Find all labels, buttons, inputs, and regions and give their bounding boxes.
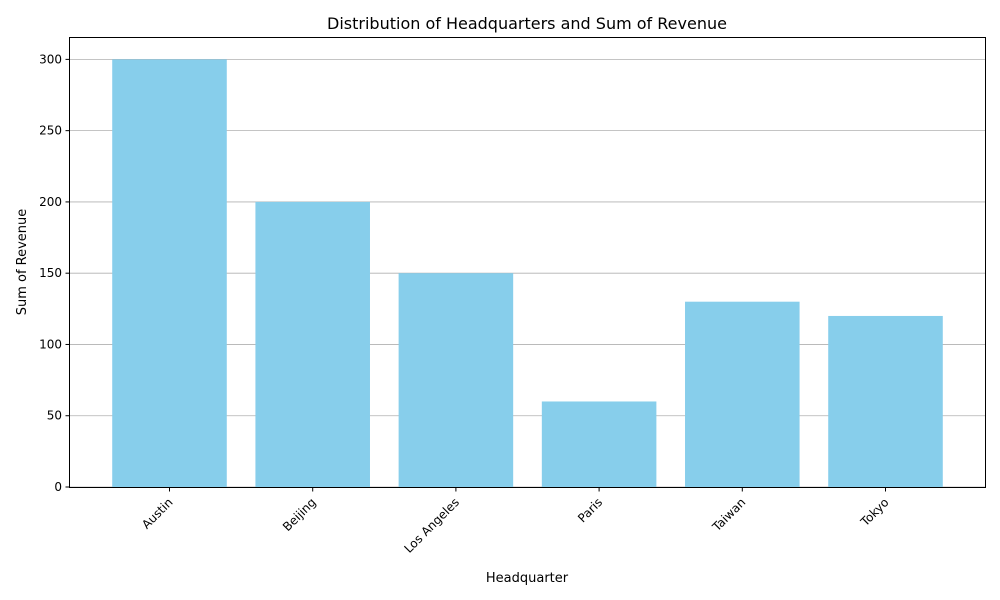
- bar-paris: [541, 401, 657, 487]
- bar-los-angeles: [398, 273, 514, 487]
- y-tick-label: 100: [39, 337, 62, 351]
- x-tick-label: Paris: [575, 495, 605, 525]
- bars: [112, 59, 943, 487]
- y-tick-label: 300: [39, 52, 62, 66]
- y-tick-label: 200: [39, 195, 62, 209]
- x-tick-label: Beijing: [280, 495, 319, 534]
- bar-austin: [112, 59, 227, 487]
- x-tick-label: Los Angeles: [401, 495, 462, 556]
- plot-frame: [69, 37, 986, 488]
- chart-title: Distribution of Headquarters and Sum of …: [327, 14, 727, 33]
- y-axis-label: Sum of Revenue: [15, 209, 30, 316]
- x-tick-label: Taiwan: [709, 495, 748, 534]
- bar-tokyo: [828, 315, 943, 487]
- bar-beijing: [255, 201, 370, 487]
- x-axis-label: Headquarter: [486, 571, 569, 586]
- x-tick-label: Austin: [139, 495, 176, 532]
- y-tick-label: 150: [39, 266, 62, 280]
- y-tick-label: 250: [39, 124, 62, 138]
- bar-taiwan: [685, 301, 800, 487]
- x-axis-ticks: Austin Beijing Los Angeles Paris Taiwan Tokyo: [139, 487, 892, 556]
- x-tick-label: Tokyo: [857, 495, 891, 529]
- y-tick-label: 50: [47, 409, 62, 423]
- y-tick-label: 0: [54, 480, 62, 494]
- y-axis-ticks: 0 50 100 150 200 250 300: [39, 52, 70, 494]
